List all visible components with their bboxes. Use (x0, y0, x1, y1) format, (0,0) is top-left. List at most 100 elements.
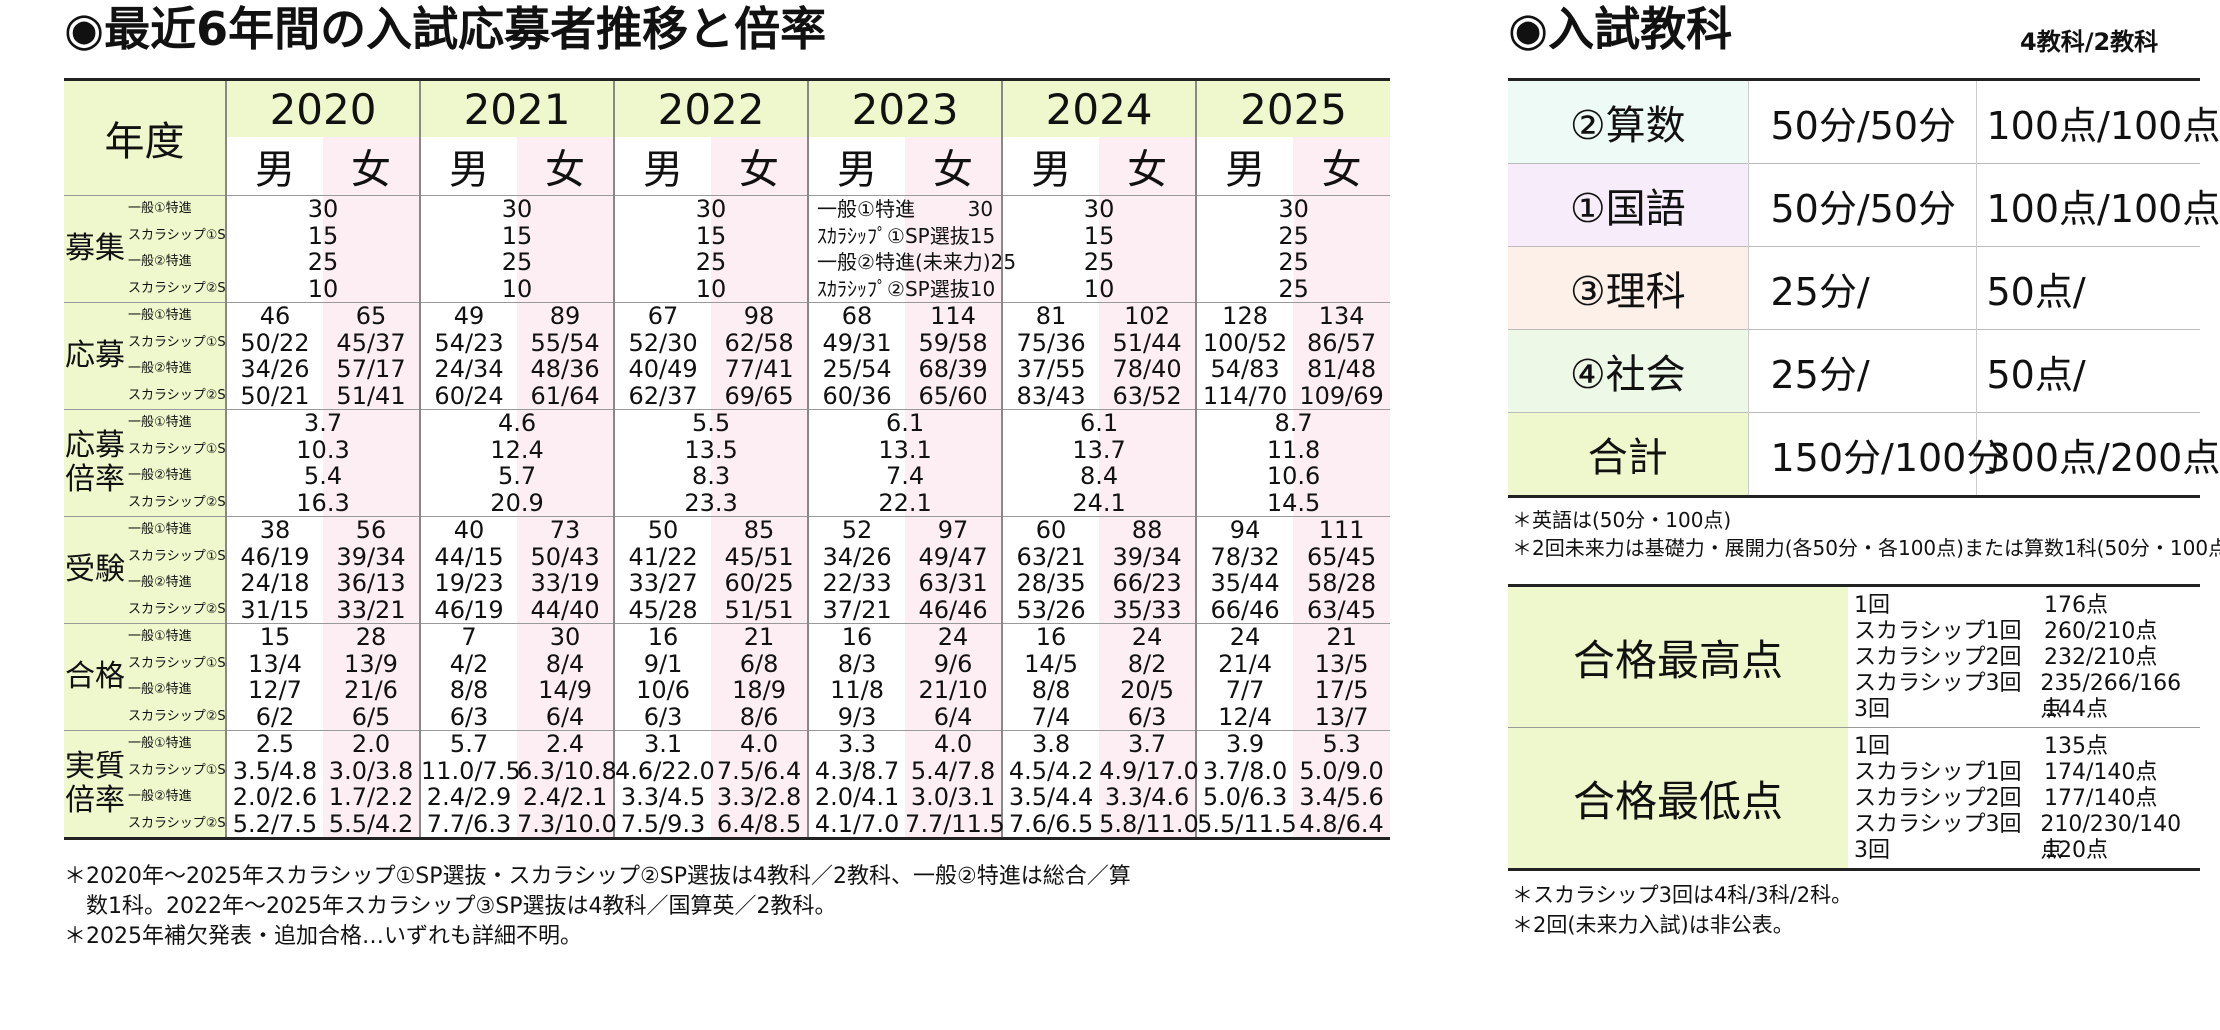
passed-female-2022: 21 6/8 18/9 8/6 (711, 623, 809, 731)
subject-time: 25分/ (1747, 246, 1976, 330)
value: 14/5 (1024, 649, 1079, 678)
year-header: 2023 (807, 78, 1003, 137)
value: 7/4 (1031, 702, 1071, 731)
value: 25 (1278, 274, 1309, 303)
value: 2.4/2.9 (426, 783, 512, 811)
applicants-female-2023: 114 59/58 68/39 65/60 (905, 302, 1003, 410)
applicants-row: 応募一般①特進スカラシップ①SP選抜一般②特進スカラシップ②SP選抜4650/2… (64, 302, 1391, 410)
value: 35/33 (1112, 595, 1182, 624)
pass-score-item: スカラシップ2回 232/210点 (1848, 645, 2200, 671)
examinees-female-2025: 111 65/45 58/28 63/45 (1293, 516, 1391, 624)
value: 6.1 (1079, 409, 1119, 437)
pass-score-value: 176点 (2044, 593, 2108, 618)
recruit-row: 募集一般①特進スカラシップ①SP選抜一般②特進スカラシップ②SP選抜301525… (64, 195, 1391, 303)
sub-label: スカラシップ②SP選抜 (128, 815, 226, 831)
value: 25 (1278, 221, 1309, 250)
value: 81 (1035, 302, 1067, 330)
value: 50 (647, 516, 679, 544)
value: 34/26 (822, 542, 892, 571)
row-label-recruit: 募集 (64, 195, 126, 303)
value: 4.0 (933, 730, 973, 758)
real_ratio-female-2023: 4.0 5.4/7.8 3.0/3.1 7.7/11.5 (905, 730, 1005, 840)
pass-score-item: スカラシップ1回 260/210点 (1848, 619, 2200, 645)
value: 102 (1124, 302, 1170, 330)
real_ratio-male-2020: 2.5 3.5/4.8 2.0/2.6 5.2/7.5 (225, 730, 323, 840)
applicants-female-2022: 98 62/58 77/41 69/65 (711, 302, 809, 410)
pass-min-label: 合格最低点 (1508, 727, 1848, 871)
passed-row: 合格一般①特進スカラシップ①SP選抜一般②特進スカラシップ②SP選抜1513/4… (64, 623, 1391, 731)
row-label-line: 倍率 (65, 783, 125, 818)
value: 51/51 (724, 595, 794, 624)
value: 18/9 (732, 676, 786, 704)
value: 11.8 (1266, 435, 1321, 464)
female-header: 女 (323, 137, 421, 196)
pass-score-item: 1回 176点 (1848, 593, 2200, 619)
value: 39/34 (1112, 542, 1182, 571)
value: 1.7/2.2 (328, 783, 414, 811)
value: 100/52 (1202, 328, 1288, 357)
row-label-examinees: 受験 (64, 516, 126, 624)
value: 54/83 (1210, 355, 1280, 383)
real_ratio-female-2020: 2.0 3.0/3.8 1.7/2.2 5.5/4.2 (323, 730, 421, 840)
value: 23.3 (684, 488, 738, 517)
pass-max-label: 合格最高点 (1508, 584, 1848, 728)
value: 36/13 (336, 569, 406, 597)
value: 85 (743, 516, 775, 544)
value: 30 (549, 623, 581, 651)
female-header: 女 (517, 137, 615, 196)
examinees-female-2022: 85 45/51 60/25 51/51 (711, 516, 809, 624)
applicants-male-2024: 81 75/36 37/55 83/43 (1001, 302, 1100, 410)
recruit-name: 一般①特進 (817, 197, 915, 221)
recruit-value: 15 (969, 223, 996, 248)
value: 3.3/2.8 (716, 783, 802, 811)
value: 62/58 (724, 328, 794, 357)
value: 3.5/4.8 (232, 756, 318, 785)
pass-score-round: スカラシップ3回 (1854, 812, 2022, 837)
value: 30 (501, 195, 533, 223)
value: 12.4 (490, 435, 544, 464)
value: 86/57 (1307, 328, 1377, 357)
value: 2.0 (351, 730, 391, 758)
value: 24/18 (240, 569, 310, 597)
value: 6.4/8.5 (716, 809, 802, 838)
value: 49/47 (918, 542, 988, 571)
value: 4.8/6.4 (1299, 809, 1384, 838)
value: 63/21 (1016, 542, 1086, 571)
subject-row: ①国語 50分/50分 100点/100点 (1508, 163, 2220, 247)
subject-row: ④社会 25分/50点/ (1508, 329, 2200, 413)
pass-score-table: 合格最高点 1回 176点 スカラシップ1回 260/210点 スカラシップ2回 232/… (1508, 584, 2200, 871)
value: 9/6 (933, 649, 973, 678)
pass-score-value: 144点 (2044, 697, 2108, 722)
pass-score-item: 1回 135点 (1848, 734, 2200, 760)
value: 13/7 (1314, 702, 1369, 731)
value: 31/15 (240, 595, 310, 624)
pass-score-item: スカラシップ3回 235/266/166点 (1848, 671, 2200, 722)
value: 10 (695, 274, 727, 303)
value: 60/25 (724, 569, 794, 597)
value: 8/8 (449, 676, 489, 704)
sub-labels: 一般①特進スカラシップ①SP選抜一般②特進スカラシップ②SP選抜 (126, 730, 226, 840)
value: 25 (1083, 248, 1115, 276)
value: 46 (259, 302, 291, 330)
value: 19/23 (434, 569, 504, 597)
examinees-male-2024: 60 63/21 28/35 53/26 (1001, 516, 1100, 624)
value: 11/8 (830, 676, 884, 704)
subject-name: 合計 (1508, 412, 1748, 498)
passed-male-2023: 16 8/3 11/8 9/3 (807, 623, 906, 731)
value: 39/34 (336, 542, 406, 571)
value: 8/6 (739, 702, 779, 731)
value: 13.7 (1072, 435, 1126, 464)
sub-labels: 一般①特進スカラシップ①SP選抜一般②特進スカラシップ②SP選抜 (126, 302, 226, 410)
section-title-subjects: ◉入試教科 (1508, 2, 1733, 56)
app_ratio-cell-2023: 6.1 13.1 7.4 22.1 (807, 409, 1003, 517)
value: 8.7 (1274, 409, 1313, 437)
value: 78/40 (1112, 355, 1182, 383)
sub-label: 一般①特進 (128, 415, 192, 430)
recruit-cell-2020: 30 15 25 10 (224, 195, 421, 303)
value: 3.7 (303, 409, 343, 437)
value: 5.4/7.8 (910, 756, 996, 785)
recruit-cell-2023: 一般①特進 30 ｽｶﾗｼｯﾌﾟ①SP選抜 15 一般②特進(未来力) 25 ｽｶﾗｼｯﾌﾟ… (807, 195, 1016, 303)
row-label-passed: 合格 (64, 623, 126, 731)
value: 65/60 (918, 381, 988, 410)
subject-time: 150分/100分 (1747, 412, 2004, 498)
